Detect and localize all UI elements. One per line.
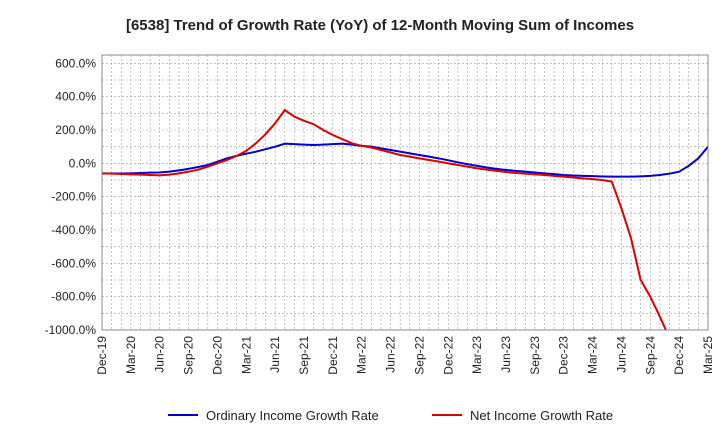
- series-line-ordinary-income: [102, 142, 708, 178]
- x-tick-label: Jun-23: [499, 336, 513, 373]
- legend: Ordinary Income Growth Rate Net Income G…: [168, 408, 613, 423]
- grid: [102, 55, 708, 330]
- x-tick-label: Jun-24: [614, 336, 628, 373]
- x-tick-label: Sep-22: [412, 336, 426, 375]
- x-tick-label: Dec-20: [210, 336, 224, 375]
- y-tick-label: -1000.0%: [45, 323, 97, 337]
- legend-label-net: Net Income Growth Rate: [470, 408, 613, 423]
- x-tick-label: Mar-25: [701, 336, 715, 374]
- x-tick-label: Jun-22: [384, 336, 398, 373]
- x-tick-label: Sep-20: [182, 336, 196, 375]
- y-axis-labels: 600.0% 400.0% 200.0% 0.0% -200.0% -400.0% -600…: [45, 56, 97, 337]
- y-tick-label: -800.0%: [51, 290, 96, 304]
- x-tick-label: Dec-22: [441, 336, 455, 375]
- series-lines: [102, 109, 708, 330]
- legend-label-ordinary: Ordinary Income Growth Rate: [206, 408, 379, 423]
- x-tick-label: Dec-24: [672, 336, 686, 375]
- x-tick-label: Jun-21: [268, 336, 282, 373]
- y-tick-label: 600.0%: [55, 56, 96, 70]
- y-tick-label: -400.0%: [51, 223, 96, 237]
- x-tick-label: Mar-24: [586, 336, 600, 374]
- x-tick-label: Mar-22: [355, 336, 369, 374]
- x-tick-label: Sep-21: [297, 336, 311, 375]
- y-tick-label: 400.0%: [55, 90, 96, 104]
- x-tick-label: Sep-24: [643, 336, 657, 375]
- x-tick-label: Dec-19: [95, 336, 109, 375]
- x-tick-label: Dec-23: [557, 336, 571, 375]
- x-tick-label: Sep-23: [528, 336, 542, 375]
- series-line-net-income: [102, 109, 667, 330]
- plot-area-frame: [101, 54, 709, 331]
- y-tick-label: 0.0%: [69, 156, 97, 170]
- x-tick-label: Mar-21: [239, 336, 253, 374]
- y-tick-label: 200.0%: [55, 123, 96, 137]
- x-tick-label: Mar-20: [124, 336, 138, 374]
- y-tick-label: -200.0%: [51, 190, 96, 204]
- x-tick-label: Jun-20: [153, 336, 167, 373]
- y-tick-label: -600.0%: [51, 256, 96, 270]
- x-axis-labels: Dec-19 Mar-20 Jun-20 Sep-20 Dec-20 Mar-21 Jun-…: [95, 336, 715, 375]
- x-tick-label: Dec-21: [326, 336, 340, 375]
- x-tick-label: Mar-23: [470, 336, 484, 374]
- chart-title: [6538] Trend of Growth Rate (YoY) of 12-…: [126, 17, 634, 34]
